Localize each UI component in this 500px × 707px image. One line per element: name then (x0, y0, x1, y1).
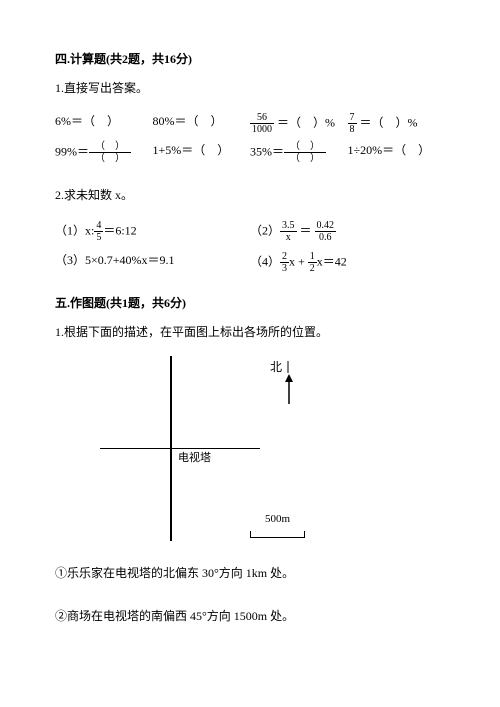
axis-diagram: 电视塔 北 500m (90, 356, 350, 546)
r1c4: 7 8 ＝（ ）% (348, 112, 446, 135)
north-arrow-icon (283, 374, 295, 410)
desc-line-1: ①乐乐家在电视塔的北偏东 30°方向 1km 处。 (55, 564, 445, 583)
frac-042-06: 0.42 0.6 (315, 220, 337, 243)
frac-den: x (280, 232, 297, 243)
r2c3: 35%＝ （ ） （ ） (250, 141, 348, 164)
q4-1-title: 1.直接写出答案。 (55, 79, 445, 98)
r2c3-left: 35%＝ (250, 145, 284, 159)
scale-label: 500m (250, 511, 305, 529)
frac-den: 5 (94, 232, 103, 243)
calc-row-1: 6%＝（ ） 80%＝（ ） 56 1000 ＝（ ）% 7 8 ＝（ ）% (55, 112, 445, 135)
frac-56-1000: 56 1000 (250, 112, 274, 135)
q4-2-title: 2.求未知数 x。 (55, 186, 445, 205)
eq1-pre: （1）x: (55, 223, 94, 237)
eq2-pre: （2） (250, 223, 280, 237)
paren-frac: （ ） （ ） (89, 141, 131, 164)
eq4: （4） 2 3 x + 1 2 x＝42 (250, 251, 445, 274)
section5-title: 五.作图题(共1题，共6分) (55, 294, 445, 313)
frac-num: 4 (94, 220, 103, 232)
r2c1-left: 99%＝ (55, 145, 89, 159)
r1c2: 80%＝（ ） (153, 112, 251, 135)
r1c3: 56 1000 ＝（ ）% (250, 112, 348, 135)
frac-2-3: 2 3 (280, 251, 289, 274)
desc-line-2: ②商场在电视塔的南偏西 45°方向 1500m 处。 (55, 607, 445, 626)
eq2: （2） 3.5 x ＝ 0.42 0.6 (250, 220, 445, 243)
q5-1-title: 1.根据下面的描述，在平面图上标出各场所的位置。 (55, 323, 445, 342)
r2c2: 1+5%＝（ ） (153, 141, 251, 164)
eq4-mid: x + (289, 254, 305, 268)
r1c1: 6%＝（ ） (55, 112, 153, 135)
eq2-eq: ＝ (300, 223, 312, 237)
frac-num: 2 (280, 251, 289, 263)
frac-den: 0.6 (315, 232, 337, 243)
section4-title: 四.计算题(共2题，共16分) (55, 50, 445, 69)
pfrac-den: （ ） (284, 153, 326, 164)
pfrac-num: （ ） (284, 141, 326, 153)
frac-1-2: 1 2 (308, 251, 317, 274)
frac-4-5: 4 5 (94, 220, 103, 243)
equation-grid: （1）x: 4 5 ＝6:12 （2） 3.5 x ＝ 0.42 0.6 （3）… (55, 220, 445, 274)
eq4-post: x＝42 (317, 254, 347, 268)
r1c3-right: ＝（ ）% (277, 116, 335, 130)
r2c4: 1÷20%＝（ ） (348, 141, 446, 164)
eq4-pre: （4） (250, 254, 280, 268)
scale-bar: 500m (250, 511, 305, 538)
frac-35-x: 3.5 x (280, 220, 297, 243)
eq3: （3）5×0.7+40%x＝9.1 (55, 251, 250, 274)
frac-7-8: 7 8 (348, 112, 357, 135)
frac-den: 1000 (250, 124, 274, 135)
pfrac-den: （ ） (89, 153, 131, 164)
frac-num: 3.5 (280, 220, 297, 232)
frac-num: 56 (250, 112, 274, 124)
tv-tower-label: 电视塔 (178, 450, 211, 468)
r2c1: 99%＝ （ ） （ ） (55, 141, 153, 164)
frac-num: 1 (308, 251, 317, 263)
frac-den: 8 (348, 124, 357, 135)
scale-line-icon (250, 531, 305, 538)
paren-frac: （ ） （ ） (284, 141, 326, 164)
frac-den: 2 (308, 263, 317, 274)
north-tick-icon (285, 361, 291, 373)
frac-den: 3 (280, 263, 289, 274)
north-text: 北 (270, 360, 282, 374)
frac-num: 7 (348, 112, 357, 124)
frac-num: 0.42 (315, 220, 337, 232)
calc-row-2: 99%＝ （ ） （ ） 1+5%＝（ ） 35%＝ （ ） （ ） 1÷20%… (55, 141, 445, 164)
pfrac-num: （ ） (89, 141, 131, 153)
eq1: （1）x: 4 5 ＝6:12 (55, 220, 250, 243)
r1c4-right: ＝（ ）% (360, 116, 418, 130)
eq1-post: ＝6:12 (103, 223, 136, 237)
